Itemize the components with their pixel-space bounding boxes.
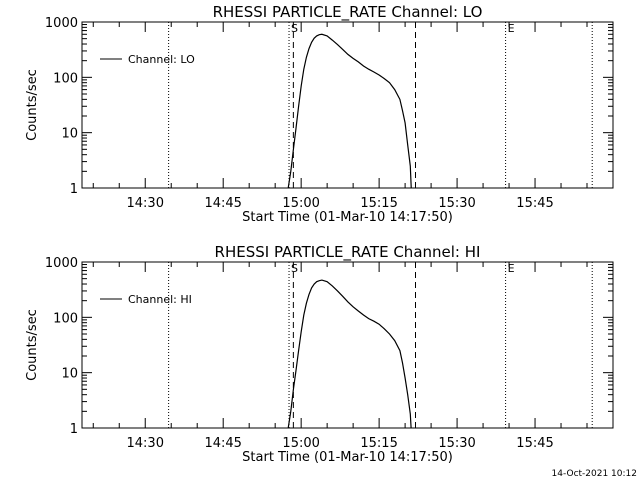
x-tick-label: 15:15	[360, 436, 397, 451]
legend-entry: Channel: HI	[128, 293, 192, 306]
x-tick-label: 15:15	[360, 196, 397, 211]
x-tick-label: 15:30	[438, 196, 475, 211]
x-tick-label: 15:45	[516, 196, 553, 211]
chart-title: RHESSI PARTICLE_RATE Channel: HI	[215, 243, 481, 262]
y-tick-label: 100	[53, 311, 78, 326]
x-tick-label: 15:45	[516, 436, 553, 451]
marker-s: S	[291, 22, 298, 35]
marker-s: S	[291, 262, 298, 275]
y-tick-label: 10	[61, 127, 78, 142]
y-tick-label: 1000	[45, 256, 78, 271]
marker-e: E	[508, 22, 515, 35]
y-axis-label: Counts/sec	[25, 69, 40, 141]
x-tick-label: 15:00	[282, 436, 319, 451]
y-axis-label: Counts/sec	[25, 309, 40, 381]
y-tick-label: 1000	[45, 16, 78, 31]
x-tick-label: 14:30	[127, 196, 164, 211]
series-line	[287, 279, 412, 428]
plot-frame	[81, 21, 614, 189]
footer-timestamp: 14-Oct-2021 10:12	[552, 469, 637, 479]
y-tick-label: 1	[70, 422, 78, 437]
chart-panel-2: RHESSI PARTICLE_RATE Channel: HI Counts/s…	[25, 243, 614, 465]
x-tick-label: 14:45	[204, 436, 241, 451]
series-line	[287, 33, 412, 188]
x-tick-label: 15:30	[438, 436, 475, 451]
y-tick-label: 10	[61, 367, 78, 382]
x-tick-label: 14:45	[204, 196, 241, 211]
legend-entry: Channel: LO	[128, 53, 195, 66]
y-tick-label: 1	[70, 182, 78, 197]
marker-e: E	[508, 262, 515, 275]
y-tick-label: 100	[53, 71, 78, 86]
x-axis-label: Start Time (01-Mar-10 14:17:50)	[242, 210, 453, 225]
legend: Channel: LO	[100, 53, 195, 66]
plot-frame	[81, 261, 614, 429]
x-tick-label: 15:00	[282, 196, 319, 211]
legend: Channel: HI	[100, 293, 192, 306]
x-axis-label: Start Time (01-Mar-10 14:17:50)	[242, 450, 453, 465]
x-tick-label: 14:30	[127, 436, 164, 451]
chart-title: RHESSI PARTICLE_RATE Channel: LO	[213, 3, 483, 22]
chart-panel-1: RHESSI PARTICLE_RATE Channel: LO Counts/s…	[25, 3, 614, 225]
